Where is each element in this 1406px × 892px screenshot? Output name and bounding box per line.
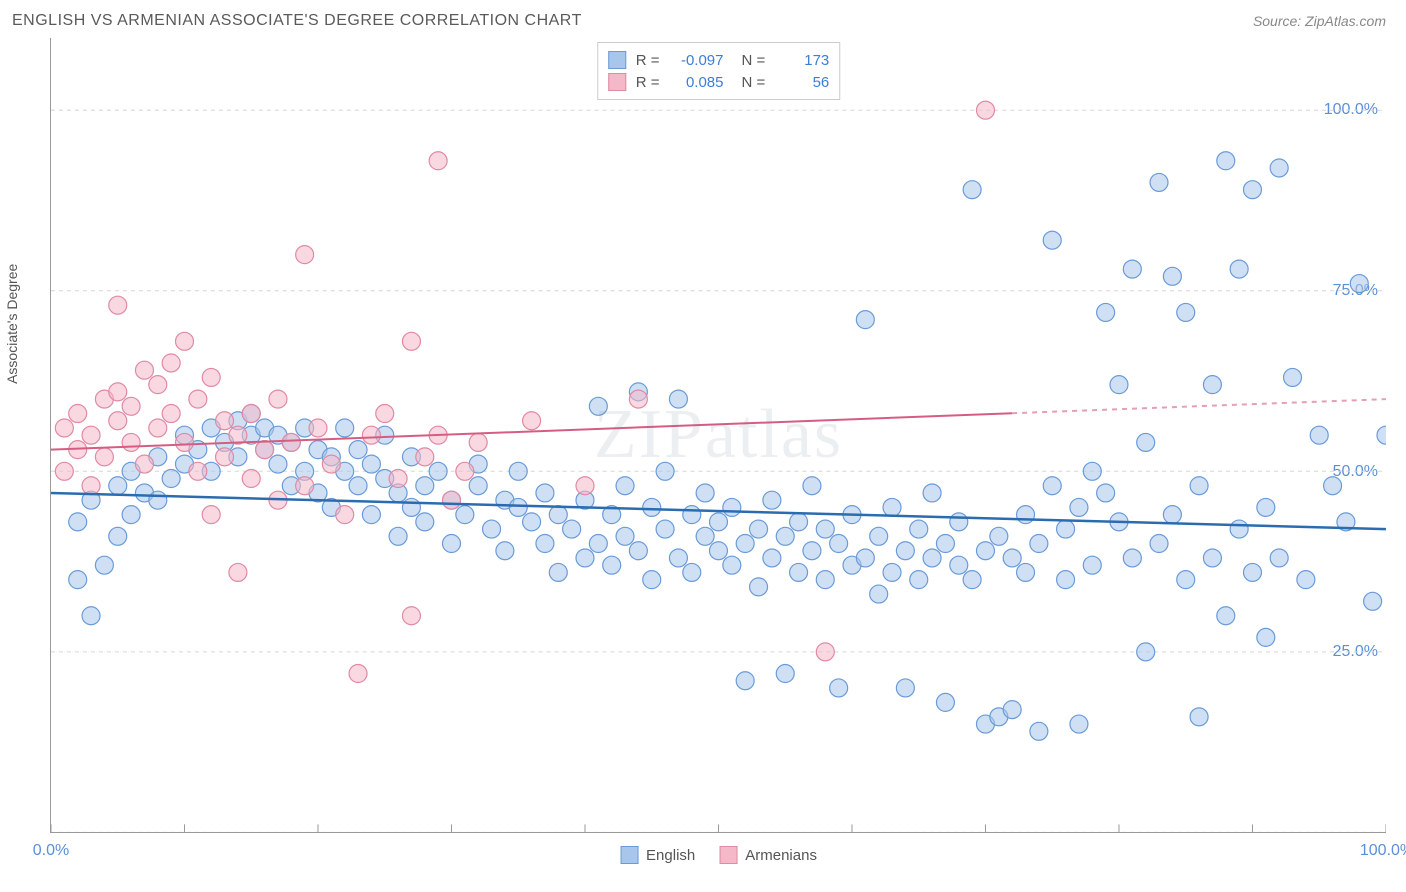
- chart-header: ENGLISH VS ARMENIAN ASSOCIATE'S DEGREE C…: [0, 0, 1406, 38]
- r-label: R =: [636, 52, 660, 69]
- legend-label: English: [646, 847, 695, 864]
- legend-swatch: [719, 846, 737, 864]
- n-value: 173: [775, 52, 829, 69]
- x-tick-label: 100.0%: [1360, 842, 1406, 860]
- n-label: N =: [742, 74, 766, 91]
- legend-item: English: [620, 846, 695, 864]
- correlation-stats-box: R = -0.097 N = 173 R = 0.085 N = 56: [597, 42, 841, 100]
- series-swatch: [608, 73, 626, 91]
- plot-area: ZIPatlas R =-0.097N =173R =0.085N =56 25…: [50, 38, 1386, 833]
- legend-label: Armenians: [745, 847, 817, 864]
- n-value: 56: [775, 74, 829, 91]
- r-value: -0.097: [670, 52, 724, 69]
- stats-row: R = 0.085 N = 56: [608, 71, 830, 93]
- legend-item: Armenians: [719, 846, 817, 864]
- n-label: N =: [742, 52, 766, 69]
- series-swatch: [608, 51, 626, 69]
- r-label: R =: [636, 74, 660, 91]
- chart-title: ENGLISH VS ARMENIAN ASSOCIATE'S DEGREE C…: [12, 12, 582, 30]
- chart-source: Source: ZipAtlas.com: [1253, 13, 1386, 29]
- y-axis-label: Associate's Degree: [4, 263, 20, 383]
- x-tick-label: 0.0%: [33, 842, 69, 860]
- scatter-svg: [51, 38, 1386, 832]
- r-value: 0.085: [670, 74, 724, 91]
- bottom-legend: English Armenians: [620, 846, 817, 864]
- stats-row: R = -0.097 N = 173: [608, 49, 830, 71]
- chart-area: Associate's Degree ZIPatlas R =-0.097N =…: [50, 38, 1386, 833]
- legend-swatch: [620, 846, 638, 864]
